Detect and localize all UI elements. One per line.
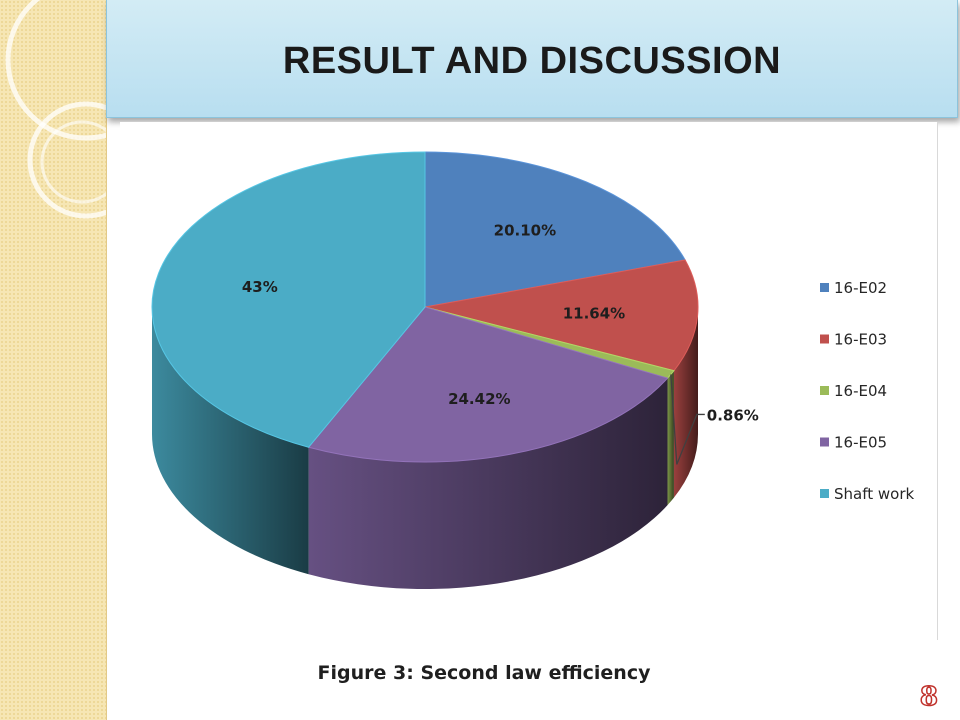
pie-slice-16-e03 <box>424 259 699 372</box>
pie-side-16-e05 <box>308 378 668 589</box>
data-label-16-e02: 20.10% <box>494 221 556 239</box>
data-label-16-e05: 24.42% <box>448 390 510 408</box>
legend-label-16-e04: 16-E04 <box>834 382 887 400</box>
figure-caption: Figure 3: Second law efficiency <box>317 662 651 684</box>
slide-title: RESULT AND DISCUSSION <box>282 40 782 82</box>
pie-side-16-e03 <box>673 307 698 498</box>
pie-side-shaft-work <box>152 307 309 575</box>
legend-swatch-shaft-work <box>820 489 829 498</box>
leader-line <box>670 374 705 465</box>
decorative-side-strip <box>0 0 107 720</box>
data-label-16-e04: 0.86% <box>707 406 759 424</box>
decorative-circles <box>5 0 106 219</box>
legend-swatch-16-e03 <box>820 334 829 344</box>
pie-slice-16-e02 <box>424 151 686 308</box>
pie-slice-shaft-work <box>151 151 426 448</box>
legend-label-16-e03: 16-E03 <box>834 331 887 349</box>
data-labels: 20.10% 11.64% 0.86% 24.42% 43% <box>242 221 759 465</box>
data-label-shaft-work: 43% <box>242 278 278 296</box>
pie-side-16-e04 <box>667 370 674 506</box>
pie-side-walls <box>152 307 698 589</box>
legend-label-16-e05: 16-E05 <box>834 434 887 452</box>
chart-legend: 16-E02 16-E03 16-E04 16-E05 Shaft work <box>820 279 914 503</box>
legend-swatch-16-e05 <box>820 437 829 447</box>
pie-top <box>151 151 699 463</box>
legend-swatch-16-e02 <box>820 283 829 292</box>
pie-chart: 20.10% 11.64% 0.86% 24.42% 43% 16-E02 16-E03 16… <box>120 122 938 640</box>
legend-swatch-16-e04 <box>820 386 829 395</box>
legend-label-16-e02: 16-E02 <box>834 279 887 297</box>
page-number: 8 <box>919 681 939 713</box>
data-label-16-e03: 11.64% <box>563 305 625 323</box>
legend-label-shaft-work: Shaft work <box>834 485 914 503</box>
pie-slice-16-e05 <box>307 306 669 463</box>
pie-chart-svg: 20.10%11.64%0.86%24.42%43% 16-E0216-E0316… <box>151 151 914 589</box>
title-bar: RESULT AND DISCUSSION <box>106 0 958 118</box>
